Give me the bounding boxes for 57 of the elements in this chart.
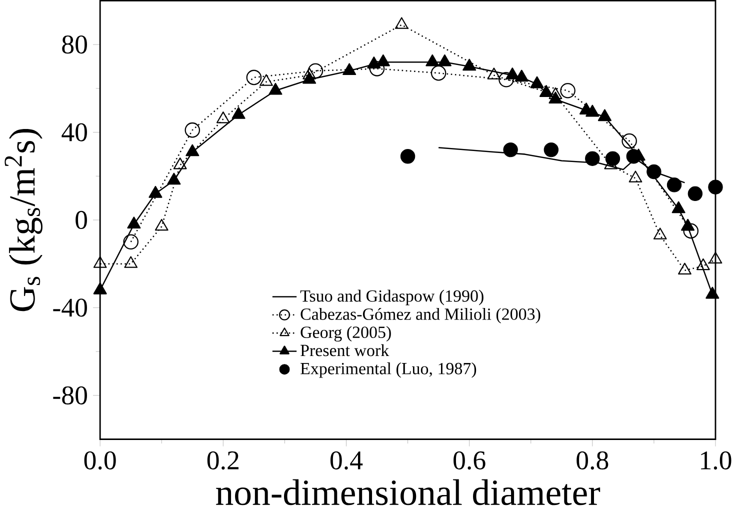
point bbox=[708, 252, 722, 264]
point bbox=[173, 158, 187, 170]
point bbox=[302, 72, 316, 84]
y-tick-label: 40 bbox=[62, 123, 87, 142]
point bbox=[672, 201, 686, 214]
y-tick-label: 0 bbox=[76, 210, 87, 230]
y-tick-label: -40 bbox=[53, 298, 87, 317]
point bbox=[426, 54, 440, 66]
point bbox=[598, 109, 612, 122]
y-tick-label: 80 bbox=[62, 36, 87, 54]
point bbox=[487, 68, 501, 80]
x-tick-label: 0.6 bbox=[454, 451, 486, 470]
point bbox=[539, 85, 554, 98]
point bbox=[302, 68, 316, 80]
point bbox=[586, 104, 600, 117]
point bbox=[167, 172, 181, 185]
y-tick-label: -80 bbox=[53, 386, 87, 405]
legend-label: Tsuo and Gidaspow (1990) bbox=[300, 290, 484, 306]
point bbox=[696, 258, 710, 270]
y-axis-title: G$_{s}$ (kg$_{s}$/m$^{2}$s) bbox=[4, 129, 42, 312]
point bbox=[127, 216, 141, 229]
point bbox=[154, 218, 168, 231]
point bbox=[367, 56, 381, 69]
point bbox=[268, 82, 282, 95]
point bbox=[653, 228, 667, 240]
point bbox=[93, 256, 107, 268]
legend-label: Experimental (Luo, 1987) bbox=[300, 362, 476, 378]
x-tick-label: 0.2 bbox=[207, 451, 238, 470]
point bbox=[506, 68, 520, 80]
point bbox=[232, 107, 246, 119]
point bbox=[530, 76, 544, 88]
point bbox=[216, 112, 230, 124]
point bbox=[438, 54, 452, 66]
point bbox=[342, 63, 356, 76]
point bbox=[628, 170, 642, 182]
point bbox=[548, 92, 562, 104]
point bbox=[186, 144, 200, 156]
point bbox=[148, 186, 162, 198]
point bbox=[681, 218, 695, 231]
x-tick-label: 1.0 bbox=[701, 451, 732, 470]
x-tick-label: 0.0 bbox=[84, 451, 116, 470]
point bbox=[462, 58, 476, 71]
point bbox=[394, 17, 408, 29]
legend-label: Cabezas-Gómez and Milioli (2003) bbox=[300, 308, 540, 324]
point bbox=[706, 286, 720, 299]
point bbox=[376, 54, 390, 66]
point bbox=[93, 282, 107, 294]
point bbox=[260, 74, 273, 86]
x-axis-title: non-dimensional diameter bbox=[216, 479, 600, 506]
x-tick-label: 0.4 bbox=[330, 451, 363, 470]
point bbox=[548, 87, 562, 100]
point bbox=[124, 256, 138, 268]
point bbox=[514, 70, 528, 82]
x-tick-label: 0.8 bbox=[576, 451, 608, 470]
legend-label: Georg (2005) bbox=[300, 326, 391, 342]
point bbox=[678, 262, 692, 275]
legend-label: Present work bbox=[300, 344, 390, 356]
